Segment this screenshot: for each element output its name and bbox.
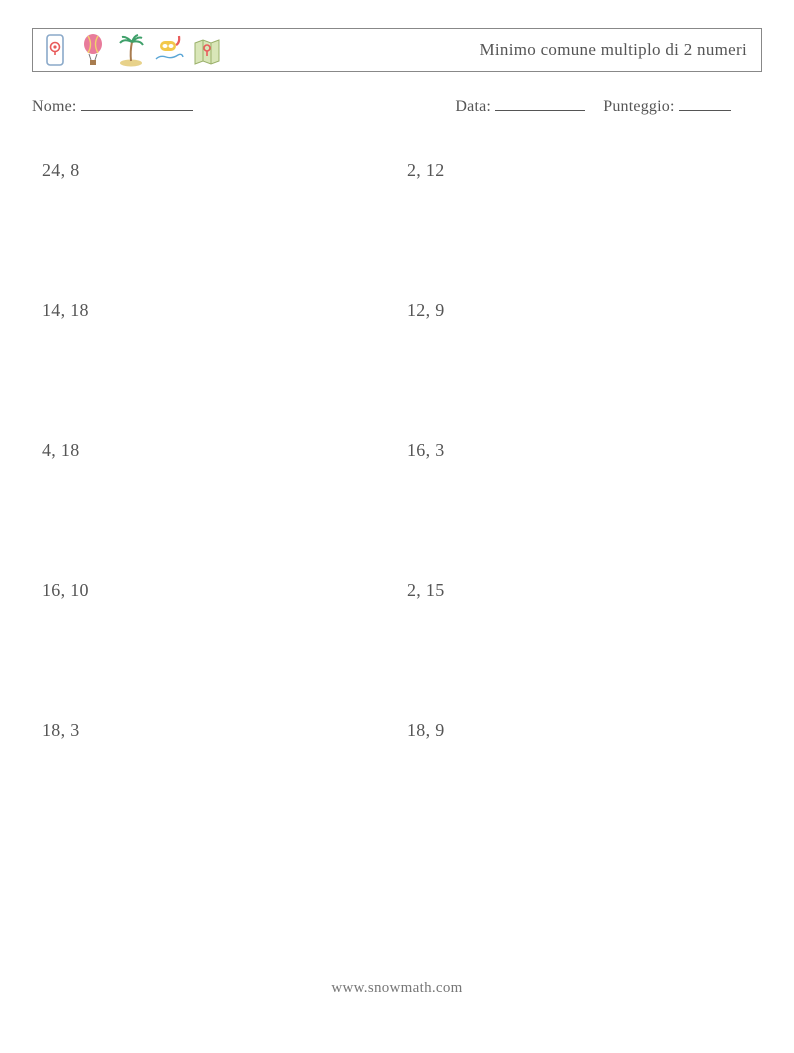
date-label: Data: [455,98,491,115]
footer-url: www.snowmath.com [0,980,794,997]
score-label: Punteggio: [603,98,674,115]
problem-item: 16, 10 [32,580,397,720]
worksheet-title: Minimo comune multiplo di 2 numeri [479,40,747,60]
phone-map-pin-icon [39,32,71,68]
problem-item: 24, 8 [32,160,397,300]
date-blank [495,96,585,111]
meta-row: Nome: Data: Punteggio: [32,96,762,116]
problem-item: 4, 18 [32,440,397,580]
palm-tree-icon [115,32,147,68]
problem-item: 12, 9 [397,300,762,440]
worksheet-page: Minimo comune multiplo di 2 numeri Nome:… [0,0,794,1053]
date-field: Data: [455,96,585,116]
problem-item: 2, 15 [397,580,762,720]
score-blank [679,96,731,111]
score-field: Punteggio: [603,96,731,116]
problem-item: 16, 3 [397,440,762,580]
header-box: Minimo comune multiplo di 2 numeri [32,28,762,72]
problems-grid: 24, 8 2, 12 14, 18 12, 9 4, 18 16, 3 16,… [32,160,762,860]
problem-item: 2, 12 [397,160,762,300]
name-label: Nome: [32,98,77,115]
hot-air-balloon-icon [77,32,109,68]
header-icons [39,32,223,68]
problem-item: 18, 3 [32,720,397,860]
meta-right: Data: Punteggio: [455,96,762,116]
problem-item: 18, 9 [397,720,762,860]
folded-map-icon [191,32,223,68]
problem-item: 14, 18 [32,300,397,440]
name-field: Nome: [32,96,455,116]
snorkel-mask-icon [153,32,185,68]
name-blank [81,96,193,111]
